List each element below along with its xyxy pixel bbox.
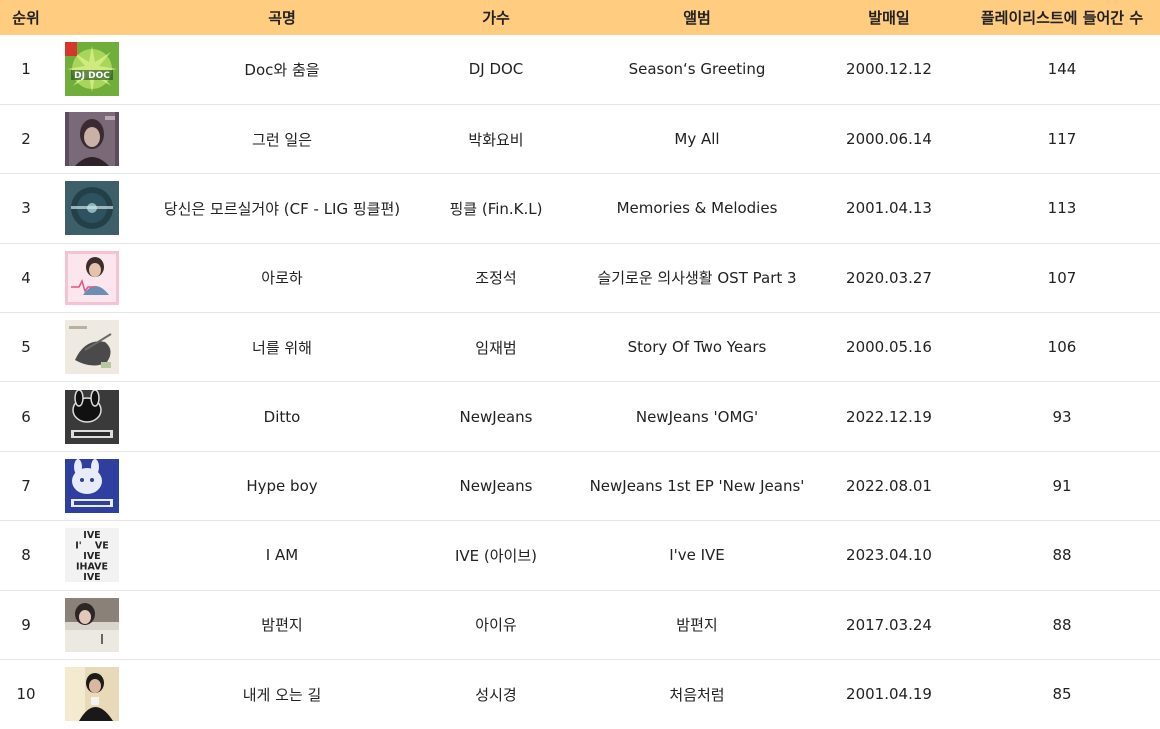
header-song[interactable]: 곡명 <box>268 9 296 27</box>
ost-album-art[interactable] <box>65 250 119 305</box>
header-row: 순위 곡명 가수 앨범 발매일 플레이리스트에 들어간 수 <box>0 0 1160 35</box>
playlist-count: 117 <box>1047 130 1077 149</box>
header-artist[interactable]: 가수 <box>482 9 510 27</box>
header-album[interactable]: 앨범 <box>683 9 711 27</box>
release-date: 2000.06.14 <box>846 130 932 149</box>
song-title[interactable]: 그런 일은 <box>252 130 312 149</box>
song-title[interactable]: 아로하 <box>261 269 303 288</box>
playlist-count: 93 <box>1052 407 1072 426</box>
song-title[interactable]: 너를 위해 <box>252 338 312 357</box>
artist-name[interactable]: 아이유 <box>475 616 517 635</box>
release-date: 2000.12.12 <box>846 60 932 79</box>
album-title[interactable]: 슬기로운 의사생활 OST Part 3 <box>597 269 797 288</box>
table-row[interactable]: 4 아로하 조정석 슬기로운 의사생활 OST Part 3 2020.03.2… <box>0 243 1160 313</box>
rank-cell: 9 <box>21 615 31 634</box>
ive-album-art[interactable]: IVE I' VE IVE IHAVE IVE <box>65 528 119 583</box>
artist-name[interactable]: NewJeans <box>459 477 533 496</box>
song-title[interactable]: I AM <box>265 546 299 565</box>
playlist-count: 91 <box>1052 477 1072 496</box>
table-row[interactable]: 6 Ditto NewJeans NewJeans 'OMG' <box>0 382 1160 452</box>
playlist-count: 85 <box>1052 685 1072 704</box>
table-row[interactable]: 10 내게 오는 길 성시경 처음처럼 2001.04.19 85 <box>0 660 1160 729</box>
song-title[interactable]: 밤편지 <box>261 616 303 635</box>
svg-text:IVE: IVE <box>83 551 100 562</box>
release-date: 2001.04.13 <box>846 199 932 218</box>
release-date: 2017.03.24 <box>846 615 932 634</box>
rank-cell: 5 <box>21 338 31 357</box>
album-title[interactable]: 밤편지 <box>676 616 718 635</box>
album-title[interactable]: I've IVE <box>669 546 725 565</box>
svg-text:IVE: IVE <box>83 530 100 541</box>
svg-text:DJ DOC: DJ DOC <box>74 71 110 81</box>
playlist-count: 144 <box>1047 60 1077 79</box>
release-date: 2000.05.16 <box>846 338 932 357</box>
header-album-art <box>52 0 152 35</box>
song-title[interactable]: Doc와 춤을 <box>244 60 320 79</box>
girl-album-art[interactable] <box>65 597 119 652</box>
vinyl-album-art[interactable] <box>65 181 119 236</box>
song-title[interactable]: 내게 오는 길 <box>242 685 322 704</box>
song-title[interactable]: 당신은 모르실거야 (CF - LIG 핑클편) <box>163 199 401 218</box>
table-row[interactable]: 5 너를 위해 임재범 Story Of Two Years 2000.05.1… <box>0 313 1160 382</box>
rank-cell: 3 <box>21 199 31 218</box>
bunny-blue-album-art[interactable] <box>65 459 119 514</box>
table-row[interactable]: 7 Hype boy NewJeans NewJ <box>0 451 1160 521</box>
svg-text:IVE: IVE <box>83 572 100 582</box>
release-date: 2020.03.27 <box>846 268 932 287</box>
sketch-album-art[interactable] <box>65 320 119 375</box>
rank-cell: 2 <box>21 130 31 149</box>
song-title[interactable]: Hype boy <box>246 477 318 496</box>
playlist-count: 106 <box>1047 338 1077 357</box>
playlist-count: 88 <box>1052 615 1072 634</box>
artist-name[interactable]: IVE (아이브) <box>454 546 538 565</box>
album-title[interactable]: Story Of Two Years <box>627 338 767 357</box>
album-title[interactable]: My All <box>674 130 720 149</box>
portrait-album-art[interactable] <box>65 112 119 167</box>
rank-cell: 10 <box>16 685 36 704</box>
artist-name[interactable]: NewJeans <box>459 407 533 426</box>
release-date: 2001.04.19 <box>846 685 932 704</box>
svg-text:I' VE: I' VE <box>75 541 109 552</box>
playlist-count: 88 <box>1052 546 1072 565</box>
man-album-art[interactable] <box>65 667 119 722</box>
release-date: 2022.12.19 <box>846 407 932 426</box>
artist-name[interactable]: 성시경 <box>475 685 517 704</box>
table-row[interactable]: 9 밤편지 아이유 밤편지 2017.03.24 88 <box>0 590 1160 660</box>
album-title[interactable]: Memories & Melodies <box>616 199 778 218</box>
artist-name[interactable]: 핑클 (Fin.K.L) <box>449 199 543 218</box>
artist-name[interactable]: 조정석 <box>475 269 517 288</box>
djdoc-album-art[interactable]: DJ DOC <box>65 42 119 97</box>
table-header: 순위 곡명 가수 앨범 발매일 플레이리스트에 들어간 수 <box>0 0 1160 35</box>
header-rank[interactable]: 순위 <box>12 9 40 27</box>
table-row[interactable]: 1 DJ DOC Doc와 춤을 DJ DOC Season‘s Greetin… <box>0 35 1160 105</box>
album-title[interactable]: Season‘s Greeting <box>628 60 766 79</box>
bunny-dark-album-art[interactable] <box>65 389 119 444</box>
playlist-count: 113 <box>1047 199 1077 218</box>
table-row[interactable]: 8 IVE I' VE IVE IHAVE IVE I AM IVE (아이브)… <box>0 521 1160 591</box>
table-row[interactable]: 3 당신은 모르실거야 (CF - LIG 핑클편) 핑클 (Fin.K.L) … <box>0 174 1160 244</box>
rank-cell: 8 <box>21 546 31 565</box>
album-title[interactable]: 처음처럼 <box>669 685 725 704</box>
rank-cell: 6 <box>21 407 31 426</box>
table-body: 1 DJ DOC Doc와 춤을 DJ DOC Season‘s Greetin… <box>0 35 1160 729</box>
svg-text:IHAVE: IHAVE <box>76 562 108 573</box>
rank-cell: 4 <box>21 268 31 287</box>
album-title[interactable]: NewJeans 'OMG' <box>635 407 759 426</box>
artist-name[interactable]: DJ DOC <box>468 60 524 79</box>
header-release-date[interactable]: 발매일 <box>868 9 910 27</box>
table-row[interactable]: 2 그런 일은 박화요비 My All 2000.06.14 117 <box>0 104 1160 174</box>
release-date: 2023.04.10 <box>846 546 932 565</box>
playlist-count: 107 <box>1047 268 1077 287</box>
song-title[interactable]: Ditto <box>263 407 301 426</box>
rank-cell: 1 <box>21 60 31 79</box>
artist-name[interactable]: 박화요비 <box>468 130 524 149</box>
artist-name[interactable]: 임재범 <box>475 338 517 357</box>
rank-cell: 7 <box>21 477 31 496</box>
header-playlist-count[interactable]: 플레이리스트에 들어간 수 <box>980 9 1144 27</box>
release-date: 2022.08.01 <box>846 477 932 496</box>
album-title[interactable]: NewJeans 1st EP 'New Jeans' <box>589 477 805 496</box>
